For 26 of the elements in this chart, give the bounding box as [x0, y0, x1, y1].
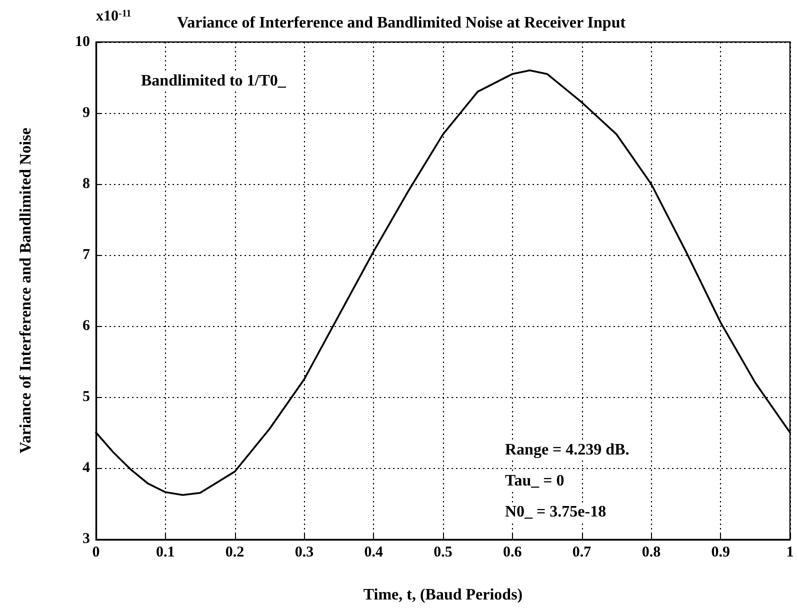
y-tick-label: 3: [82, 531, 90, 547]
x-tick-label: 0.8: [642, 544, 661, 560]
x-tick-label: 0.6: [503, 544, 522, 560]
annotation: N0_ = 3.75e-18: [505, 504, 606, 520]
x-tick-label: 0: [92, 544, 100, 560]
y-tick-label: 6: [82, 318, 90, 334]
y-axis-title: Variance of Interference and Bandlimited Noise: [18, 128, 34, 454]
y-tick-label: 4: [82, 460, 90, 476]
x-tick-label: 0.3: [294, 544, 314, 560]
annotation: Tau_ = 0: [505, 472, 564, 490]
y-tick-label: 9: [82, 105, 90, 121]
y-tick-label: 10: [75, 34, 90, 50]
y-tick-label: 5: [82, 389, 90, 405]
x-tick-label: 1: [786, 544, 794, 560]
x-tick-label: 0.4: [364, 544, 384, 560]
x-tick-label: 0.5: [434, 544, 452, 560]
x-tick-label: 0.1: [156, 544, 175, 560]
y-tick-label: 7: [82, 247, 90, 263]
x-tick-label: 0.9: [711, 544, 730, 560]
chart-title: Variance of Interference and Bandlimited Noise at Receiver Input: [177, 14, 626, 32]
y-tick-label: 8: [82, 176, 90, 192]
annotation: Range = 4.239 dB.: [505, 442, 630, 458]
x-axis-title: Time, t, (Baud Periods): [363, 586, 523, 604]
x-tick-label: 0.2: [225, 544, 244, 560]
annotation: Bandlimited to 1/T0_: [141, 72, 287, 90]
x-tick-label: 0.7: [572, 544, 592, 560]
